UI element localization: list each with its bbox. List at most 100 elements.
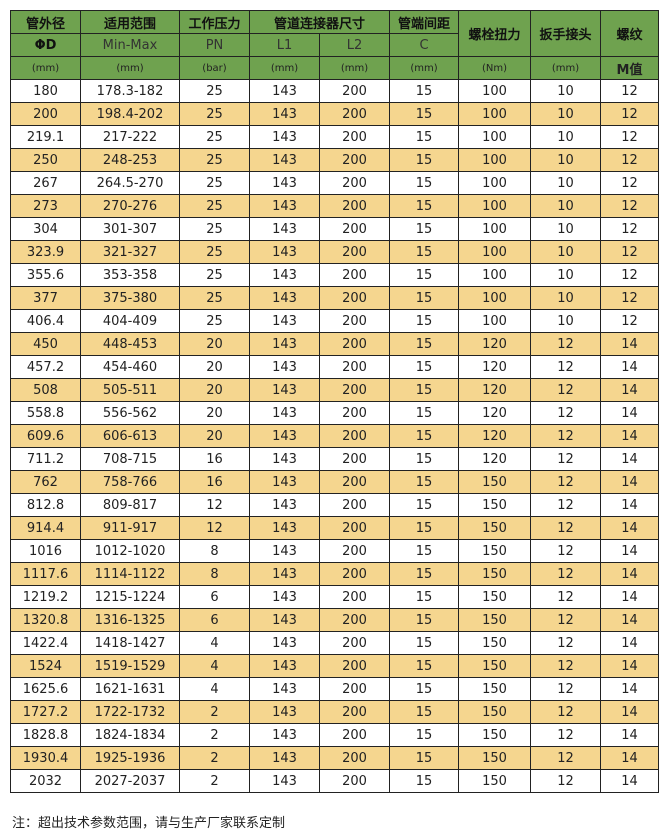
table-cell: 556-562 [80, 401, 180, 425]
table-cell: 180 [10, 79, 81, 103]
table-cell: 150 [458, 723, 532, 747]
header-unit: (mm) [80, 56, 180, 80]
table-cell: 12 [530, 700, 602, 724]
table-row: 323.9 321-327 25 143 200 15 100 10 12 [10, 240, 660, 264]
table-cell: 4 [179, 654, 250, 678]
table-cell: 150 [458, 746, 532, 770]
table-row: 1219.2 1215-1224 6 143 200 15 150 12 14 [10, 585, 660, 609]
table-cell: 25 [179, 217, 250, 241]
table-cell: 25 [179, 194, 250, 218]
table-cell: 1114-1122 [80, 562, 180, 586]
table-cell: 12 [600, 309, 660, 333]
table-cell: 15 [389, 723, 460, 747]
table-cell: 150 [458, 539, 532, 563]
header-pipe-gap: 管端间距 [389, 10, 460, 34]
table-cell: 14 [600, 631, 660, 655]
table-cell: 1524 [10, 654, 81, 678]
table-cell: 143 [249, 608, 320, 632]
table-cell: 1016 [10, 539, 81, 563]
table-cell: 20 [179, 424, 250, 448]
table-cell: 200 [318, 493, 391, 517]
table-cell: 15 [389, 608, 460, 632]
table-row: 1524 1519-1529 4 143 200 15 150 12 14 [10, 654, 660, 678]
spec-table: 管外径 适用范围 工作压力 管道连接器尺寸 管端间距 螺栓扭力 扳手接头 螺纹 … [10, 10, 660, 793]
table-cell: 150 [458, 470, 532, 494]
table-cell: 1621-1631 [80, 677, 180, 701]
table-row: 1016 1012-1020 8 143 200 15 150 12 14 [10, 539, 660, 563]
table-cell: 120 [458, 401, 532, 425]
table-cell: 1930.4 [10, 746, 81, 770]
header-unit: (mm) [249, 56, 320, 80]
table-cell: 1828.8 [10, 723, 81, 747]
table-cell: 1727.2 [10, 700, 81, 724]
table-cell: 911-917 [80, 516, 180, 540]
table-cell: 758-766 [80, 470, 180, 494]
header-symbol-od: ΦD [10, 33, 81, 57]
header-unit: (mm) [389, 56, 460, 80]
table-cell: 14 [600, 746, 660, 770]
table-cell: 12 [530, 424, 602, 448]
table-cell: 15 [389, 171, 460, 195]
table-cell: 1219.2 [10, 585, 81, 609]
table-cell: 15 [389, 309, 460, 333]
table-cell: 100 [458, 79, 532, 103]
table-cell: 12 [530, 516, 602, 540]
table-body: 180 178.3-182 25 143 200 15 100 10 12 200 198.4-20… [10, 79, 660, 793]
table-cell: 120 [458, 378, 532, 402]
table-cell: 25 [179, 263, 250, 287]
header-symbol-range: Min-Max [80, 33, 180, 57]
table-cell: 12 [530, 769, 602, 793]
table-cell: 143 [249, 102, 320, 126]
table-cell: 809-817 [80, 493, 180, 517]
table-cell: 8 [179, 562, 250, 586]
table-row: 450 448-453 20 143 200 15 120 12 14 [10, 332, 660, 356]
table-cell: 15 [389, 217, 460, 241]
table-cell: 150 [458, 700, 532, 724]
table-cell: 15 [389, 562, 460, 586]
table-row: 2032 2027-2037 2 143 200 15 150 12 14 [10, 769, 660, 793]
table-cell: 12 [600, 125, 660, 149]
table-cell: 150 [458, 585, 532, 609]
table-cell: 14 [600, 654, 660, 678]
header-unit: (mm) [530, 56, 602, 80]
table-cell: 15 [389, 677, 460, 701]
table-cell: 12 [600, 102, 660, 126]
header-unit: (Nm) [458, 56, 532, 80]
table-cell: 15 [389, 102, 460, 126]
table-cell: 375-380 [80, 286, 180, 310]
table-cell: 143 [249, 263, 320, 287]
table-cell: 120 [458, 332, 532, 356]
table-cell: 178.3-182 [80, 79, 180, 103]
table-cell: 200 [318, 424, 391, 448]
table-row: 1727.2 1722-1732 2 143 200 15 150 12 14 [10, 700, 660, 724]
table-cell: 120 [458, 447, 532, 471]
table-cell: 150 [458, 631, 532, 655]
table-cell: 2032 [10, 769, 81, 793]
table-row: 609.6 606-613 20 143 200 15 120 12 14 [10, 424, 660, 448]
table-cell: 1215-1224 [80, 585, 180, 609]
table-cell: 20 [179, 332, 250, 356]
table-row: 267 264.5-270 25 143 200 15 100 10 12 [10, 171, 660, 195]
table-row: 508 505-511 20 143 200 15 120 12 14 [10, 378, 660, 402]
table-cell: 267 [10, 171, 81, 195]
table-cell: 377 [10, 286, 81, 310]
table-row: 762 758-766 16 143 200 15 150 12 14 [10, 470, 660, 494]
table-cell: 14 [600, 401, 660, 425]
table-cell: 100 [458, 171, 532, 195]
table-cell: 508 [10, 378, 81, 402]
table-row: 1828.8 1824-1834 2 143 200 15 150 12 14 [10, 723, 660, 747]
header-symbol-l2: L2 [318, 33, 391, 57]
table-cell: 200 [318, 631, 391, 655]
table-cell: 120 [458, 355, 532, 379]
header-wrench: 扳手接头 [530, 10, 602, 57]
table-cell: 14 [600, 562, 660, 586]
table-cell: 15 [389, 631, 460, 655]
table-cell: 200 [318, 263, 391, 287]
table-cell: 12 [530, 447, 602, 471]
table-cell: 12 [530, 677, 602, 701]
table-cell: 12 [530, 493, 602, 517]
table-cell: 15 [389, 263, 460, 287]
table-cell: 150 [458, 654, 532, 678]
table-cell: 2 [179, 769, 250, 793]
table-cell: 100 [458, 286, 532, 310]
